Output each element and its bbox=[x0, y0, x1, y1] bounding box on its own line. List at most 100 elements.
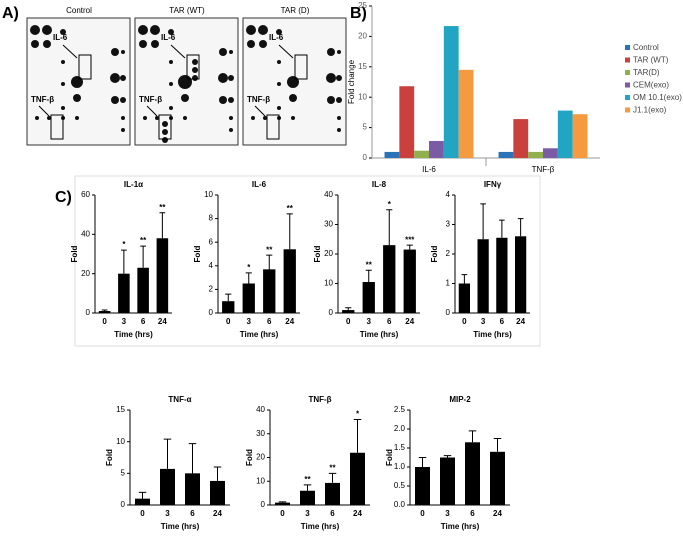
y-tick-label: 10 bbox=[358, 92, 367, 101]
blot-spot bbox=[247, 40, 255, 48]
y-axis-label: Fold bbox=[385, 449, 394, 466]
panel-label: A) bbox=[2, 5, 19, 22]
error-bar bbox=[286, 213, 293, 250]
error-bar bbox=[517, 218, 524, 237]
blot-spot bbox=[61, 106, 65, 110]
blot-spot bbox=[228, 75, 234, 81]
bar bbox=[513, 119, 529, 158]
bar bbox=[185, 473, 200, 505]
significance: ** bbox=[266, 245, 273, 254]
bar bbox=[414, 150, 429, 158]
bar bbox=[342, 310, 355, 313]
x-axis-label: Time (hrs) bbox=[240, 330, 279, 339]
y-tick-label: 0 bbox=[86, 308, 91, 317]
bar bbox=[137, 267, 149, 313]
y-axis-label: Fold bbox=[70, 245, 79, 262]
legend-swatch bbox=[625, 82, 630, 88]
y-tick-label: 10 bbox=[256, 476, 265, 485]
significance: ** bbox=[329, 464, 336, 473]
blot-spot bbox=[120, 97, 126, 103]
y-tick-label: 2 bbox=[209, 285, 214, 294]
legend-swatch bbox=[625, 70, 630, 75]
blot-spot bbox=[120, 75, 126, 81]
blot-spot bbox=[143, 116, 147, 120]
blot-spot bbox=[162, 137, 168, 143]
x-axis-label: Time (hrs) bbox=[441, 522, 480, 531]
blot-spot bbox=[30, 25, 40, 35]
y-tick-label: 0 bbox=[261, 500, 266, 509]
arrow bbox=[170, 44, 186, 59]
bar bbox=[383, 245, 396, 313]
x-tick-label: 0 bbox=[102, 317, 107, 326]
y-tick-label: 6 bbox=[209, 237, 214, 246]
x-tick-label: 24 bbox=[353, 509, 362, 518]
y-tick-label: 1.0 bbox=[394, 462, 406, 471]
y-tick-label: 0.5 bbox=[394, 481, 406, 490]
y-tick-label: 20 bbox=[358, 32, 367, 41]
blot-spot bbox=[183, 116, 187, 120]
y-axis-label: Fold bbox=[430, 245, 439, 262]
y-tick-label: 10 bbox=[324, 279, 333, 288]
blot-spot bbox=[35, 116, 39, 120]
blot-spot bbox=[110, 73, 120, 83]
bar bbox=[415, 467, 430, 505]
significance: ** bbox=[287, 204, 294, 213]
error-bar bbox=[138, 491, 147, 499]
legend-label: Control bbox=[633, 43, 659, 52]
highlight-box bbox=[158, 114, 172, 140]
bar bbox=[283, 249, 296, 313]
bar bbox=[300, 490, 315, 505]
blot-spot bbox=[246, 25, 256, 35]
error-bar bbox=[386, 209, 393, 246]
y-tick-label: 0 bbox=[363, 153, 368, 162]
bar bbox=[263, 269, 276, 313]
bar bbox=[498, 151, 514, 158]
x-axis-label: Time (hrs) bbox=[161, 522, 200, 531]
blot-spot bbox=[229, 50, 233, 54]
error-bar bbox=[101, 309, 108, 312]
blot-label: TNF-β bbox=[31, 95, 54, 104]
blot-spot bbox=[31, 40, 39, 48]
bar bbox=[325, 482, 340, 505]
bar bbox=[98, 311, 111, 313]
x-tick-label: IL-6 bbox=[422, 165, 436, 174]
blot-spot bbox=[169, 82, 173, 86]
error-bar bbox=[225, 293, 232, 302]
x-tick-label: 24 bbox=[493, 509, 502, 518]
highlight-box bbox=[266, 114, 280, 140]
blot-spot bbox=[277, 106, 281, 110]
bar bbox=[160, 468, 175, 505]
error-bar bbox=[499, 219, 505, 238]
significance: * bbox=[247, 263, 251, 272]
arrow bbox=[38, 105, 50, 117]
x-tick-label: 6 bbox=[267, 317, 272, 326]
arrow bbox=[278, 44, 294, 59]
bar bbox=[399, 86, 415, 158]
blot-spot bbox=[155, 116, 159, 120]
y-tick-label: 10 bbox=[204, 190, 213, 199]
x-tick-label: 24 bbox=[405, 317, 414, 326]
blot-spot bbox=[277, 60, 281, 64]
y-tick-label: 0 bbox=[209, 308, 214, 317]
blot-spot bbox=[276, 29, 282, 35]
blot-spot bbox=[121, 128, 125, 132]
blot-spot bbox=[289, 94, 297, 102]
x-tick-label: 3 bbox=[367, 317, 372, 326]
blot-spot bbox=[60, 29, 66, 35]
error-bar bbox=[345, 307, 352, 311]
x-tick-label: 24 bbox=[213, 509, 222, 518]
x-axis-label: Time (hrs) bbox=[360, 330, 399, 339]
y-tick-label: 20 bbox=[256, 453, 265, 462]
blot-spot bbox=[178, 75, 192, 89]
arrow bbox=[62, 44, 78, 59]
x-tick-label: 0 bbox=[226, 317, 231, 326]
bar bbox=[362, 282, 375, 313]
x-tick-label: TNF-β bbox=[532, 165, 555, 174]
x-tick-label: 3 bbox=[122, 317, 127, 326]
blot-spot bbox=[168, 29, 174, 35]
chart-title: TNF-β bbox=[308, 395, 331, 404]
chart-title: IL-6 bbox=[252, 180, 267, 189]
x-tick-label: 24 bbox=[285, 317, 294, 326]
panel-label: B) bbox=[350, 5, 367, 22]
panel-label: C) bbox=[55, 189, 72, 206]
